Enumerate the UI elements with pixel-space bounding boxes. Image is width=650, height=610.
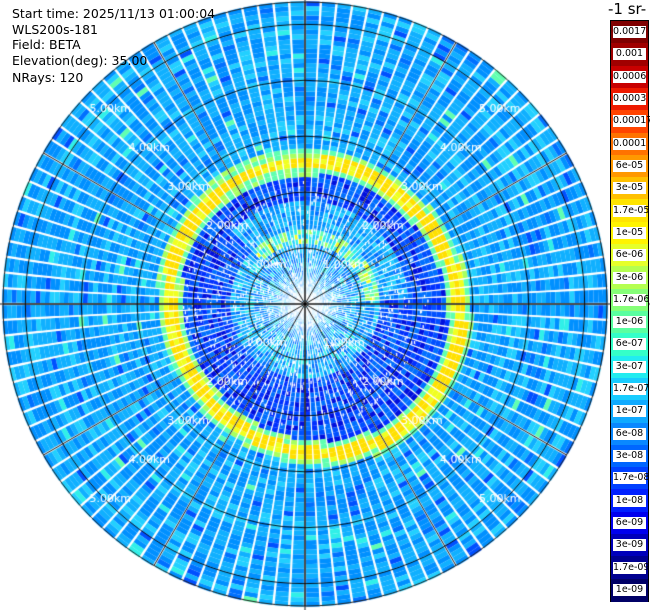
colorbar-tick-label: 3e-07: [613, 360, 646, 373]
colorbar-tick-label: 3e-05: [613, 182, 646, 195]
colorbar-tick-label: 0.0017: [613, 26, 647, 39]
colorbar-tick-label: 6e-06: [613, 249, 646, 262]
colorbar-tick-label: 1.7e-08: [613, 472, 650, 485]
colorbar-tick-label: 1.7e-07: [613, 383, 650, 396]
colorbar-tick-label: 1e-05: [613, 226, 646, 239]
colorbar-tick-label: 1e-09: [613, 583, 646, 596]
elevation-text: Elevation(deg): 35.00: [12, 53, 148, 68]
colorbar-tick-label: 6e-09: [613, 516, 646, 529]
field-text: Field: BETA: [12, 37, 81, 52]
colorbar-tick-label: 3e-06: [613, 271, 646, 284]
colorbar-tick-label: 0.0001: [613, 137, 647, 150]
colorbar-tick-label: 1.7e-06: [613, 293, 650, 306]
colorbar-tick-label: 1.7e-09: [613, 561, 650, 574]
nrays-text: NRays: 120: [12, 70, 84, 85]
colorbar-tick-label: 1e-06: [613, 316, 646, 329]
colorbar: 0.0017 0.001 0.0006 0.0003 0.00017 0.0001 6e-0…: [610, 20, 650, 602]
start-time-text: Start time: 2025/11/13 01:00:04: [12, 6, 216, 21]
colorbar-tick-label: 1e-07: [613, 405, 646, 418]
colorbar-tick-label: 3e-09: [613, 539, 646, 552]
colorbar-tick-label: 1.7e-05: [613, 204, 650, 217]
colorbar-unit-label: -1 sr-: [608, 0, 647, 18]
colorbar-tick-label: 6e-07: [613, 338, 646, 351]
colorbar-tick-label: 0.00017: [613, 115, 650, 128]
colorbar-tick-label: 0.001: [613, 48, 646, 61]
instrument-text: WLS200s-181: [12, 22, 98, 37]
colorbar-tick-label: 3e-08: [613, 450, 646, 462]
colorbar-tick-label: 0.0003: [613, 93, 647, 106]
colorbar-tick-label: 6e-05: [613, 160, 646, 172]
colorbar-tick-label: 1e-08: [613, 494, 646, 507]
colorbar-tick-label: 0.0006: [613, 70, 647, 83]
colorbar-tick-label: 6e-08: [613, 427, 646, 440]
